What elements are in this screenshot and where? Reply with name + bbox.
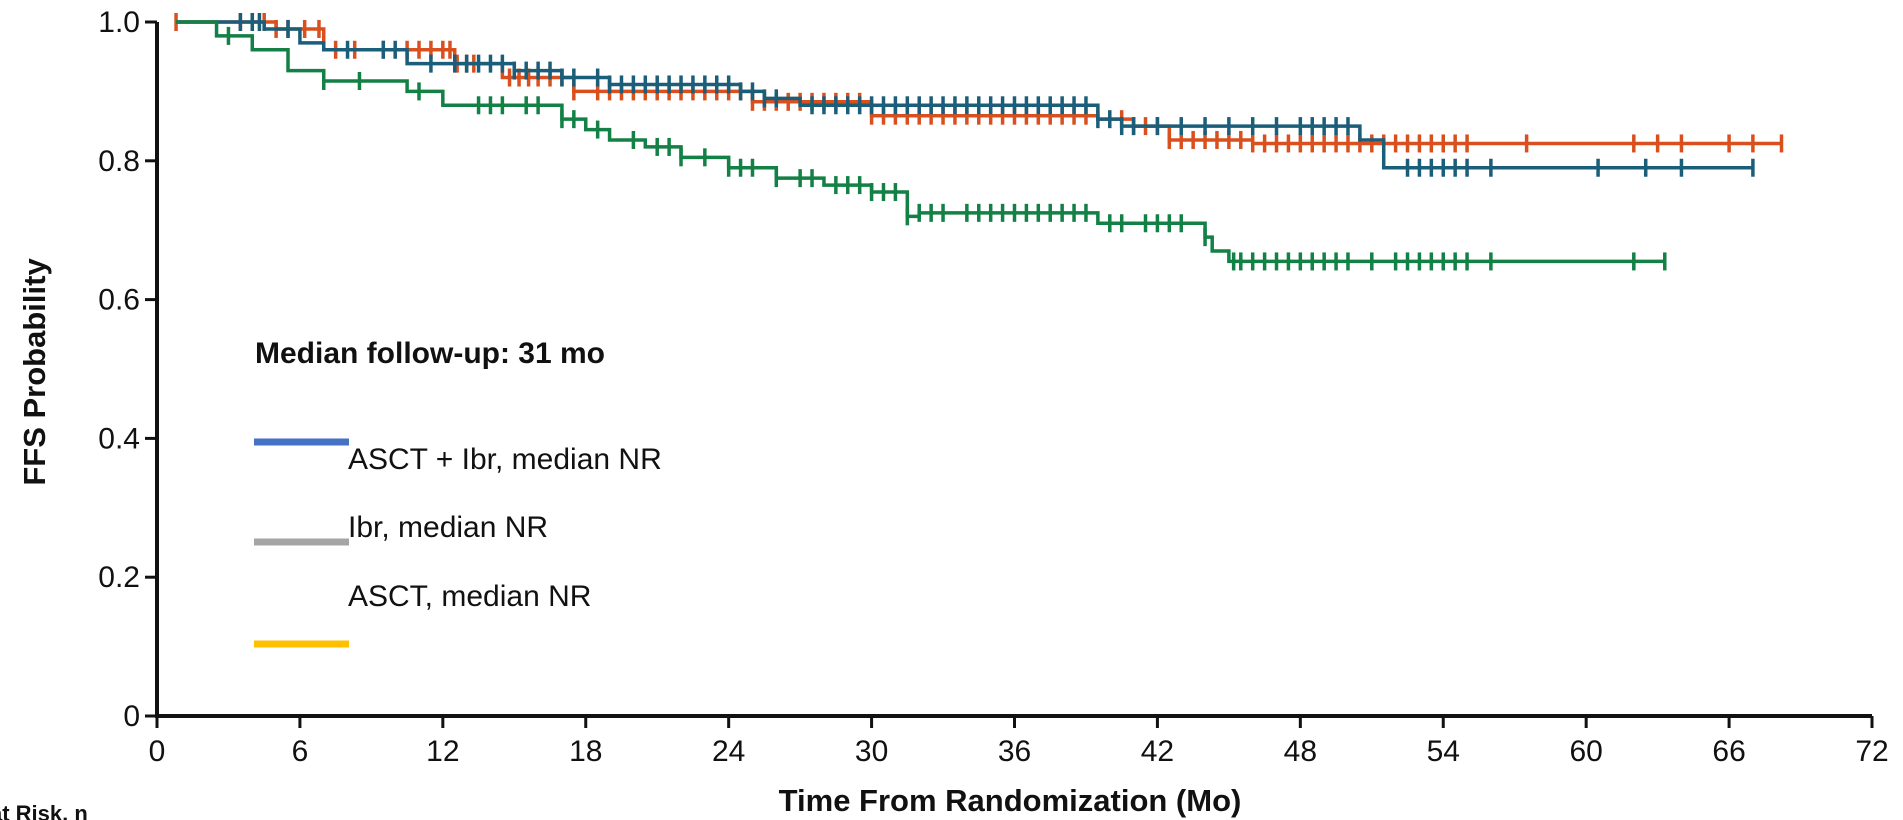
- x-tick-label: 36: [998, 735, 1031, 768]
- x-tick-label: 12: [426, 735, 459, 768]
- x-tick-label: 42: [1141, 735, 1174, 768]
- legend-label-asct-ibr: ASCT + Ibr, median NR: [348, 443, 662, 476]
- x-tick-label: 60: [1569, 735, 1602, 768]
- y-tick-label: 0.6: [98, 284, 140, 317]
- x-tick-label: 48: [1284, 735, 1317, 768]
- series-layer: [174, 13, 1784, 271]
- x-tick-label: 66: [1712, 735, 1745, 768]
- median-followup-note: Median follow-up: 31 mo: [255, 337, 605, 370]
- km-curve-1: [176, 20, 1782, 146]
- y-tick-label: 0.8: [98, 145, 140, 178]
- x-tick-label: 18: [569, 735, 602, 768]
- x-tick-label: 72: [1855, 735, 1888, 768]
- x-tick-label: 24: [712, 735, 745, 768]
- at-risk-label: at Risk, n: [0, 801, 88, 820]
- legend: ASCT + Ibr, median NR Ibr, median NR ASC…: [254, 438, 662, 648]
- legend-label-asct: ASCT, median NR: [348, 580, 591, 613]
- y-tick-label: 1.0: [98, 6, 140, 39]
- legend-label-ibr: Ibr, median NR: [348, 511, 548, 544]
- x-tick-label: 0: [149, 735, 166, 768]
- km-curve-2: [176, 20, 1753, 170]
- x-tick-label: 6: [292, 735, 309, 768]
- y-tick-label: 0.2: [98, 561, 140, 594]
- y-tick-label: 0: [123, 700, 140, 733]
- y-tick-label: 0.4: [98, 422, 140, 455]
- x-axis-title: Time From Randomization (Mo): [779, 783, 1242, 818]
- x-tick-label: 30: [855, 735, 888, 768]
- x-tick-label: 54: [1427, 735, 1460, 768]
- y-axis-title: FFS Probability: [17, 258, 52, 486]
- ticks-layer: 0 6 12 18 24 30 36 42 48 54 60 66 72 0 0.2 0.4 0.6 0.8 1.0: [98, 6, 1888, 768]
